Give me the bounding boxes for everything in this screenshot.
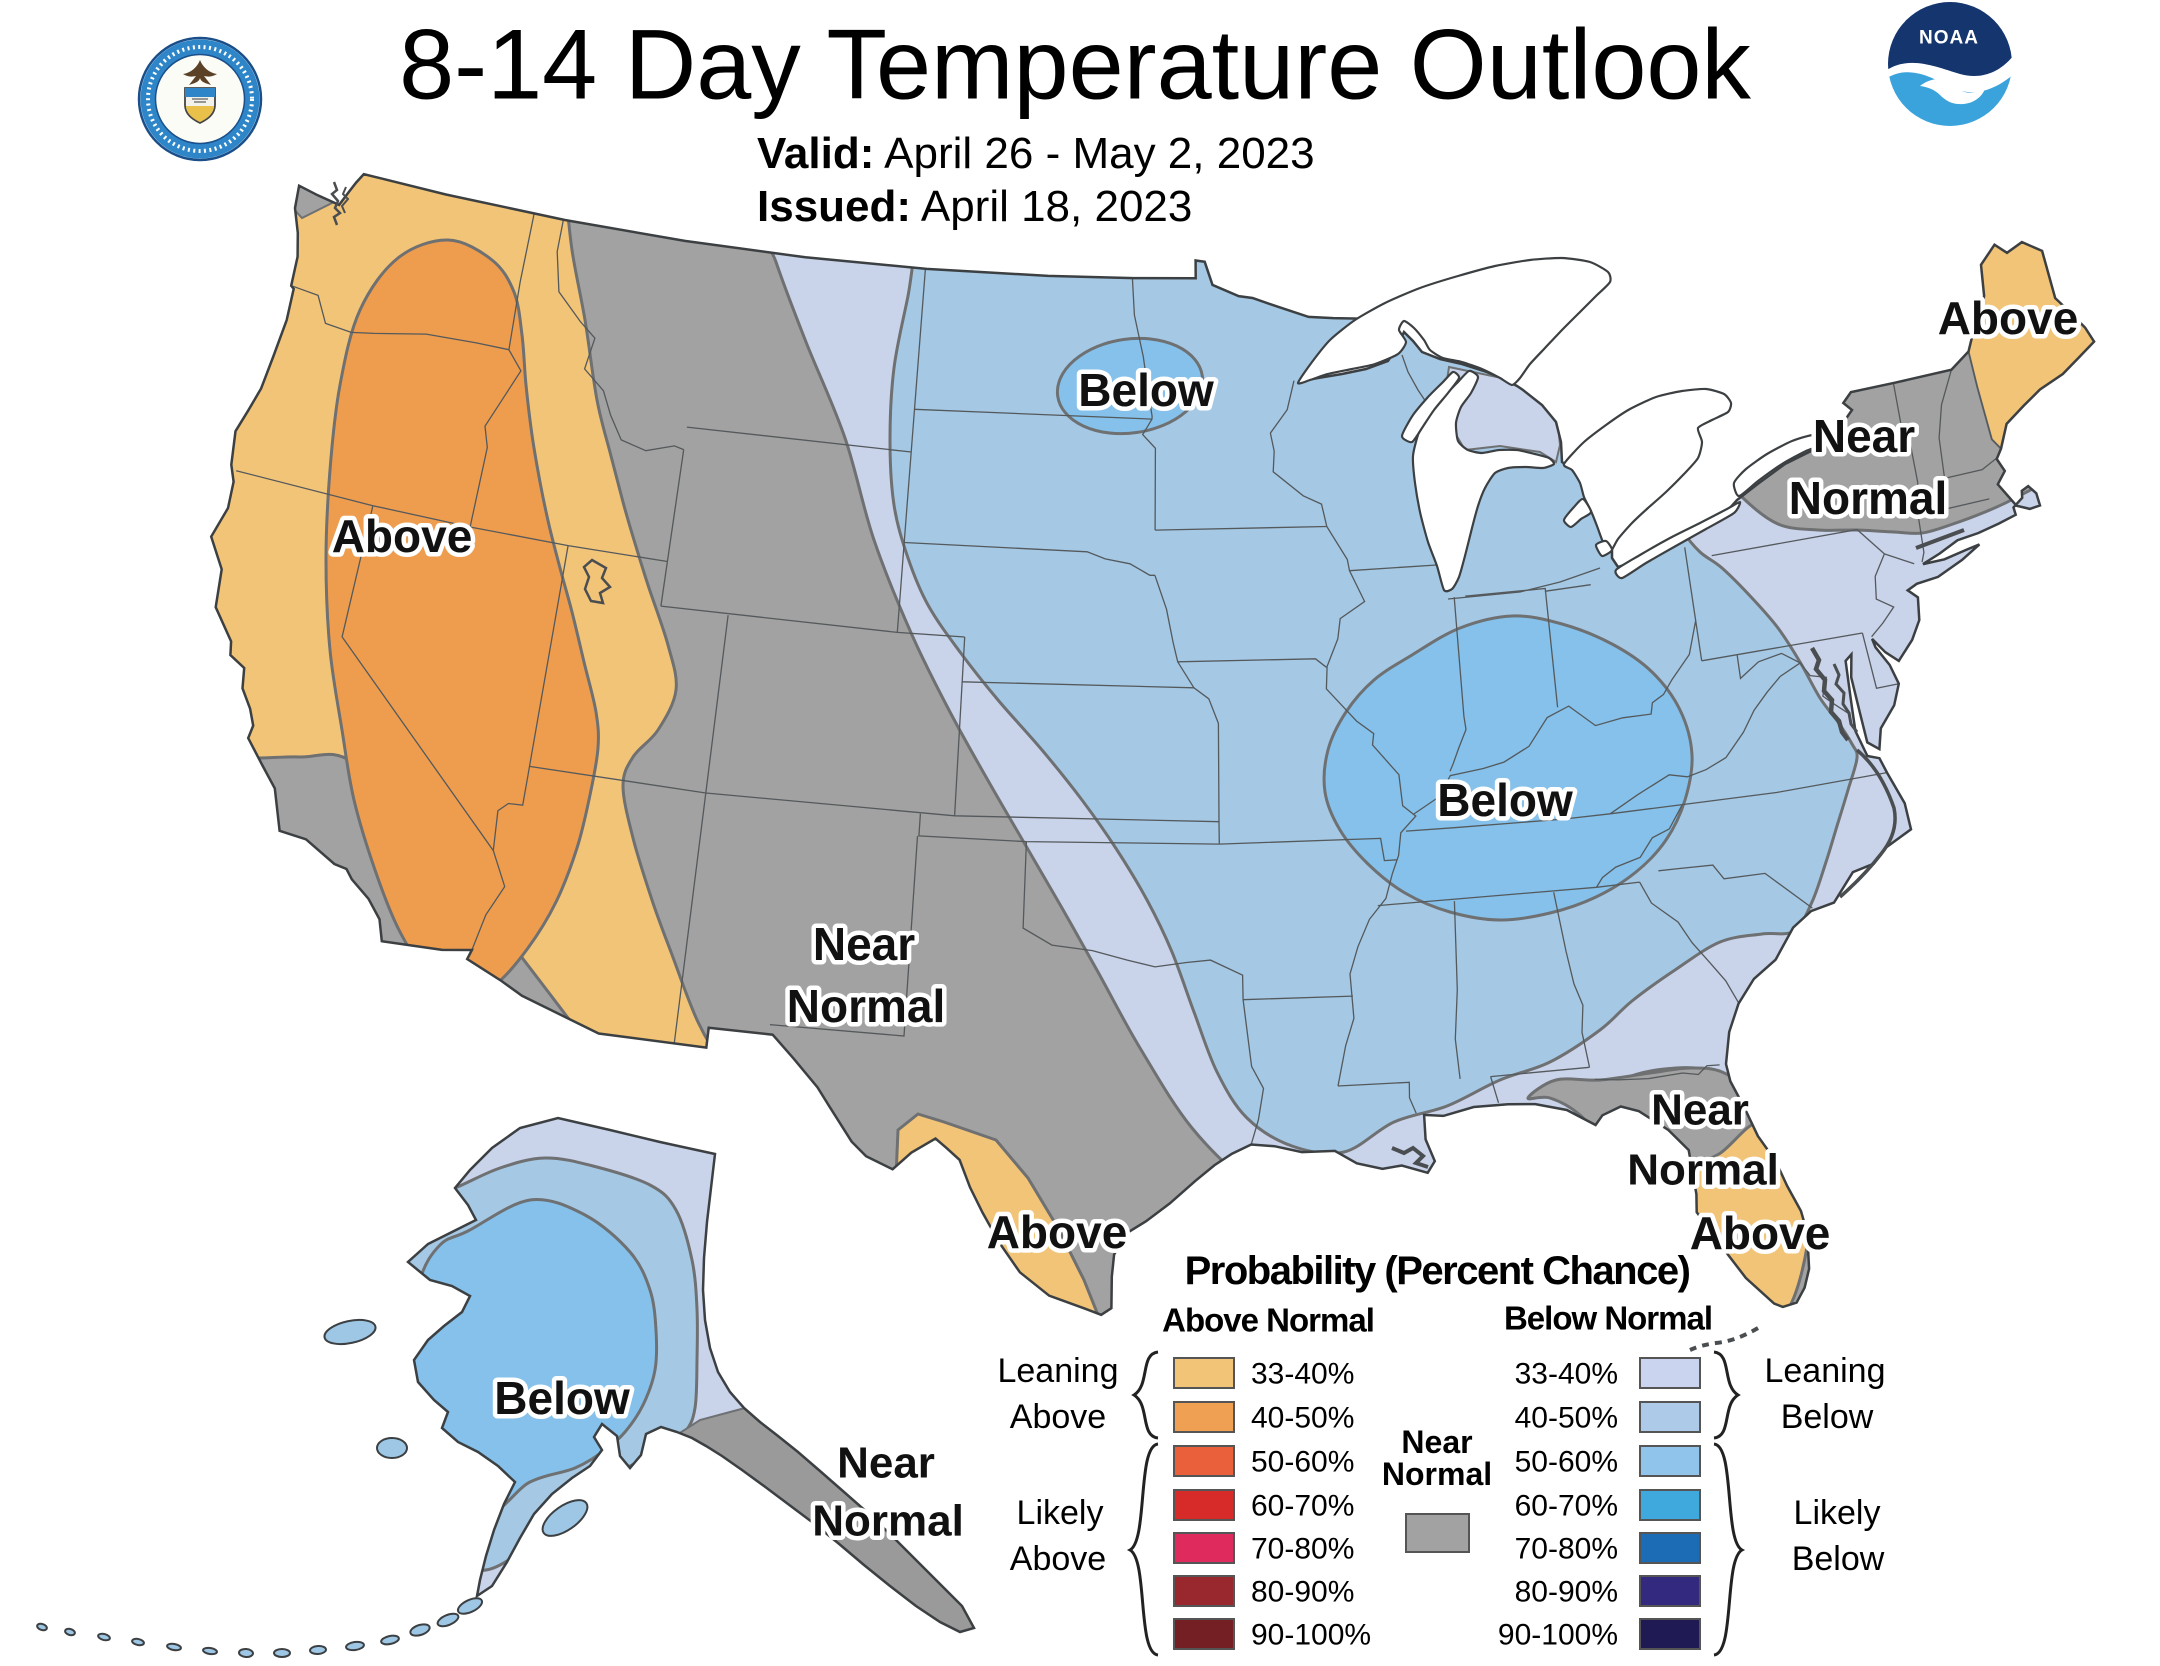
svg-text:40-50%: 40-50%: [1251, 1402, 1354, 1435]
svg-text:Near: Near: [1813, 410, 1915, 462]
svg-text:Leaning: Leaning: [997, 1352, 1118, 1390]
svg-text:33-40%: 33-40%: [1515, 1358, 1618, 1391]
svg-text:Above: Above: [332, 510, 473, 562]
svg-text:Below: Below: [1078, 364, 1214, 416]
svg-text:Likely: Likely: [1017, 1494, 1104, 1532]
svg-text:Near: Near: [837, 1439, 935, 1488]
svg-text:Normal: Normal: [1789, 472, 1947, 524]
svg-text:Near: Near: [813, 918, 915, 970]
svg-text:Below Normal: Below Normal: [1504, 1300, 1712, 1337]
svg-text:Above: Above: [1690, 1207, 1831, 1259]
svg-text:70-80%: 70-80%: [1515, 1533, 1618, 1566]
svg-text:8-14 Day Temperature Outlook: 8-14 Day Temperature Outlook: [399, 9, 1751, 120]
svg-text:NOAA: NOAA: [1919, 28, 1979, 49]
svg-text:Below: Below: [1437, 774, 1573, 826]
svg-text:Likely: Likely: [1794, 1494, 1881, 1532]
svg-text:Normal: Normal: [1382, 1456, 1492, 1492]
svg-text:60-70%: 60-70%: [1251, 1490, 1354, 1523]
svg-text:Above: Above: [1010, 1540, 1106, 1578]
svg-text:Normal: Normal: [1627, 1146, 1779, 1195]
svg-text:Valid: April 26 - May 2, 2023: Valid: April 26 - May 2, 2023: [757, 129, 1315, 178]
svg-text:80-90%: 80-90%: [1251, 1576, 1354, 1609]
svg-text:Below: Below: [494, 1372, 630, 1424]
svg-text:70-80%: 70-80%: [1251, 1533, 1354, 1566]
svg-text:50-60%: 50-60%: [1251, 1446, 1354, 1479]
svg-text:Probability (Percent Chance): Probability (Percent Chance): [1185, 1249, 1690, 1293]
svg-text:Leaning: Leaning: [1764, 1352, 1885, 1390]
svg-text:90-100%: 90-100%: [1498, 1619, 1618, 1652]
svg-text:Above: Above: [1010, 1398, 1106, 1436]
svg-text:Below: Below: [1792, 1540, 1885, 1578]
svg-text:60-70%: 60-70%: [1515, 1490, 1618, 1523]
svg-text:80-90%: 80-90%: [1515, 1576, 1618, 1609]
svg-text:Above: Above: [1938, 292, 2079, 344]
svg-text:50-60%: 50-60%: [1515, 1446, 1618, 1479]
svg-text:Issued: April 18, 2023: Issued: April 18, 2023: [757, 182, 1192, 231]
svg-text:40-50%: 40-50%: [1515, 1402, 1618, 1435]
svg-text:Above Normal: Above Normal: [1162, 1302, 1374, 1339]
svg-text:90-100%: 90-100%: [1251, 1619, 1371, 1652]
svg-text:Normal: Normal: [812, 1497, 964, 1546]
svg-text:Near: Near: [1651, 1086, 1749, 1135]
svg-text:Normal: Normal: [787, 980, 945, 1032]
svg-text:Below: Below: [1781, 1398, 1874, 1436]
svg-text:Near: Near: [1401, 1424, 1472, 1460]
svg-text:33-40%: 33-40%: [1251, 1358, 1354, 1391]
svg-text:Above: Above: [987, 1206, 1128, 1258]
